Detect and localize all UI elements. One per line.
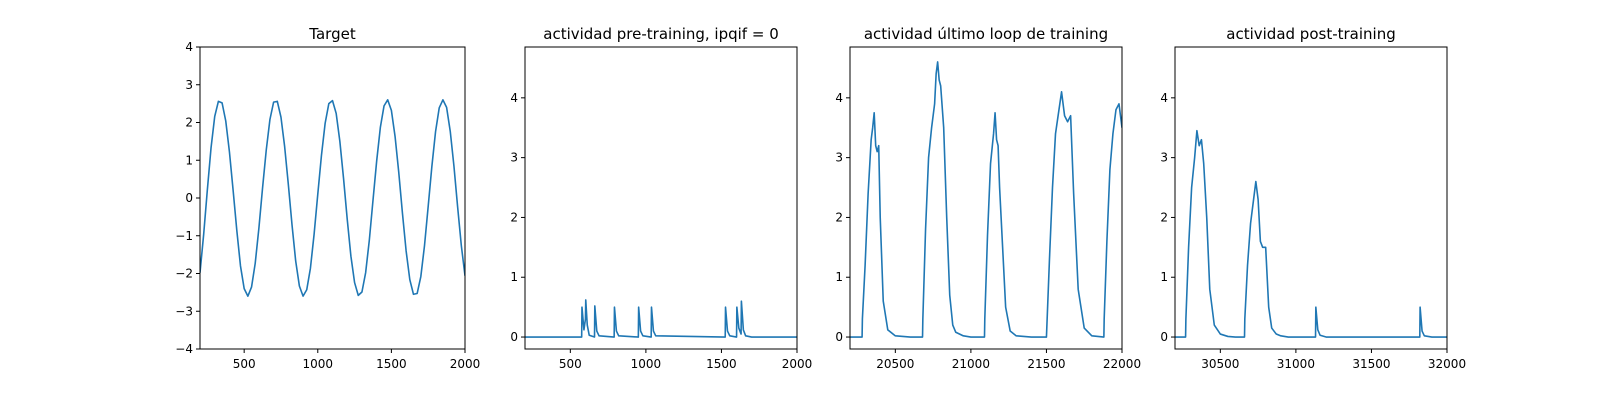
y-tick-label: 2 [510,210,518,224]
x-tick-label: 31000 [1277,357,1315,371]
series-line [525,299,797,338]
panel-pre-training: actividad pre-training, ipqif = 0 500 100… [510,25,812,371]
panel-title: Target [308,25,356,43]
series-line [1175,129,1447,338]
y-tick-label: 0 [510,330,518,344]
series-line [850,61,1122,338]
x-tick-label: 1500 [376,357,407,371]
y-tick-label: 1 [835,270,843,284]
y-tick-label: −2 [175,267,193,281]
x-tick-label: 1000 [631,357,662,371]
y-tick-label: −1 [175,229,193,243]
x-tick-label: 1500 [706,357,737,371]
y-tick-label: 1 [185,153,193,167]
y-tick-label: 1 [510,270,518,284]
y-tick-label: 0 [1160,330,1168,344]
y-tick-label: 3 [510,151,518,165]
axes-frame [524,46,798,350]
x-tick-label: 20500 [876,357,914,371]
y-tick-label: 3 [185,78,193,92]
x-tick-label: 22000 [1103,357,1141,371]
y-tick-label: 0 [185,191,193,205]
x-tick-label: 21500 [1027,357,1065,371]
axes-frame [1174,46,1448,350]
panel-last-training-loop: actividad último loop de training 20500 2… [835,25,1141,371]
panel-target: Target 500 1000 1500 2000 −4 −3 −2 −1 0 1 2 3 4 [175,25,480,371]
y-tick-label: 0 [835,330,843,344]
x-tick-label: 500 [233,357,256,371]
y-tick-label: 2 [835,210,843,224]
x-tick-label: 32000 [1428,357,1466,371]
y-tick-label: −3 [175,304,193,318]
series-line [200,99,465,297]
y-tick-label: 4 [510,91,518,105]
panel-post-training: actividad post-training 30500 31000 31500 3… [1160,25,1466,371]
y-tick-label: −4 [175,342,193,356]
panel-title: actividad post-training [1226,25,1395,43]
x-tick-label: 1000 [303,357,334,371]
x-tick-label: 31500 [1352,357,1390,371]
y-tick-label: 1 [1160,270,1168,284]
x-tick-label: 21000 [952,357,990,371]
panel-title: actividad pre-training, ipqif = 0 [543,25,779,43]
axes-frame [849,46,1123,350]
axes-frame [199,46,466,350]
y-tick-label: 3 [1160,151,1168,165]
y-tick-label: 2 [185,116,193,130]
y-tick-label: 4 [185,40,193,54]
y-tick-label: 2 [1160,210,1168,224]
x-tick-label: 500 [559,357,582,371]
x-tick-label: 2000 [782,357,813,371]
y-tick-label: 4 [1160,91,1168,105]
x-tick-label: 2000 [450,357,481,371]
panel-title: actividad último loop de training [864,25,1108,43]
x-tick-label: 30500 [1201,357,1239,371]
y-tick-label: 3 [835,151,843,165]
y-tick-label: 4 [835,91,843,105]
